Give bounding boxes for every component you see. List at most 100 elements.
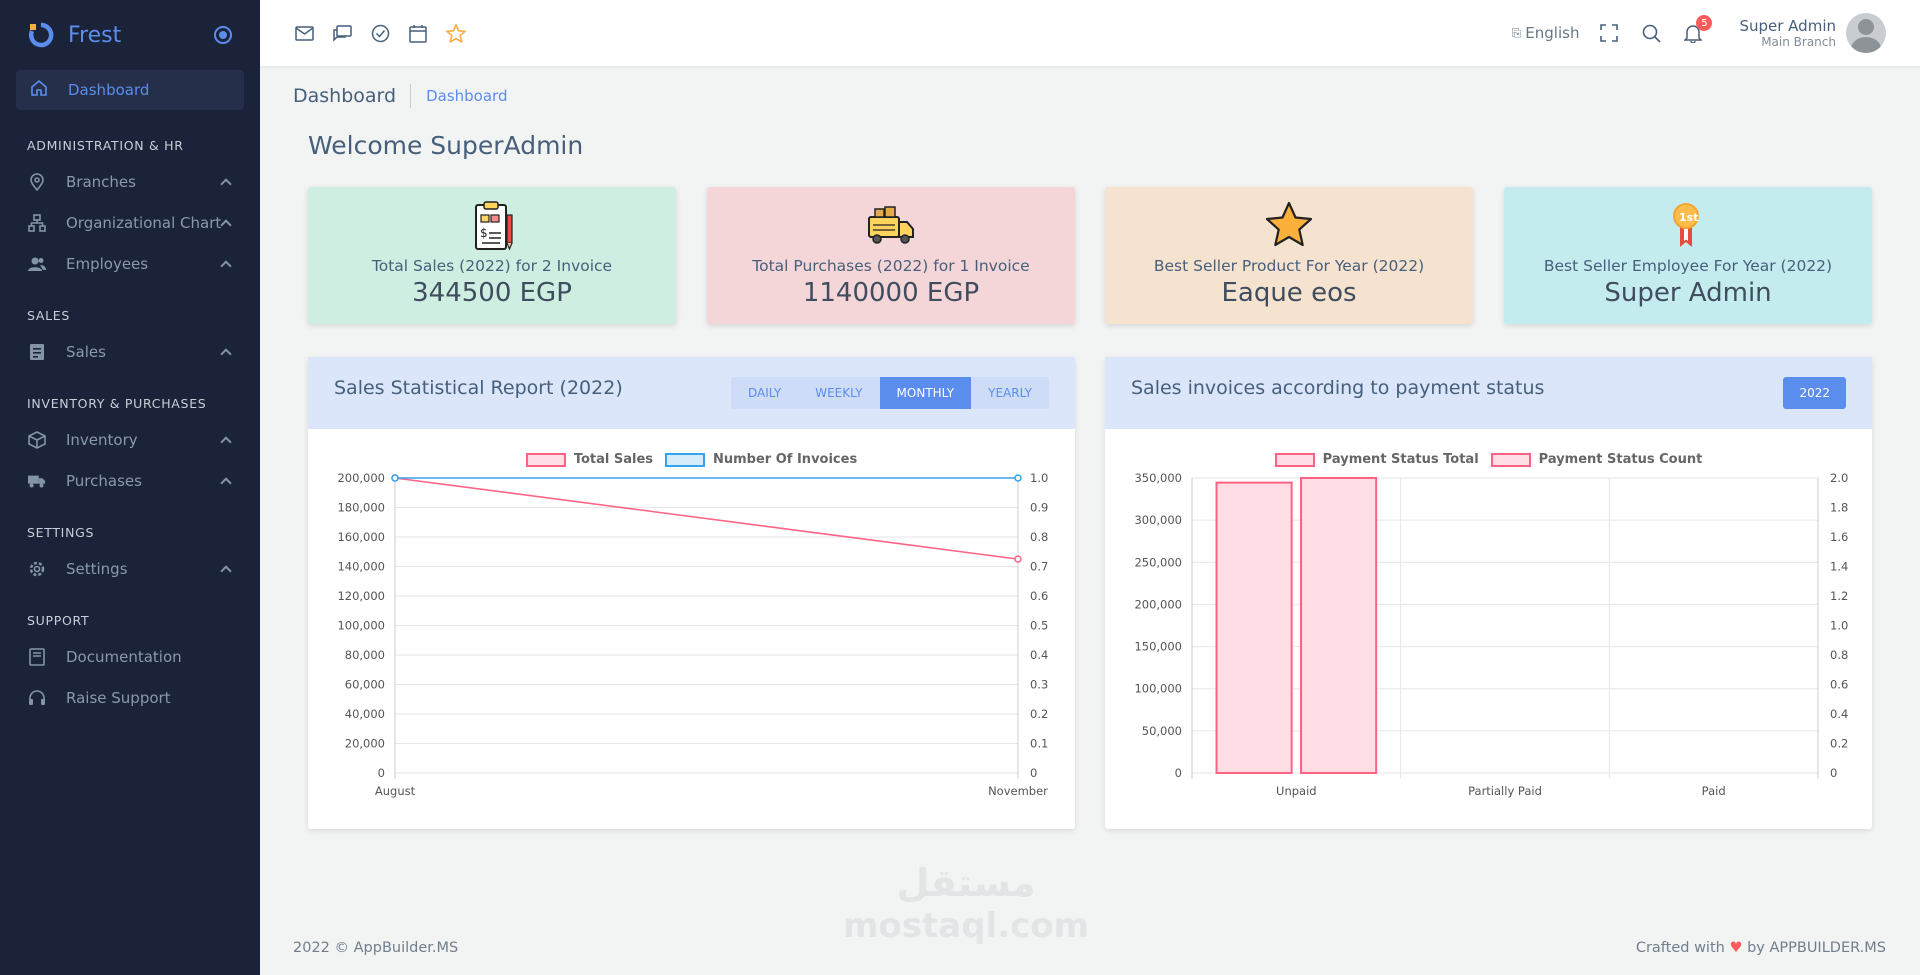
star-badge-icon (1263, 201, 1315, 251)
x-tick-label: Unpaid (1276, 784, 1317, 798)
tab-daily[interactable]: DAILY (731, 377, 799, 409)
bar (1215, 481, 1293, 774)
watermark-arabic: مستقل (896, 861, 1036, 905)
y2-tick-label: 0.2 (1030, 707, 1048, 721)
sidebar-item-purchases[interactable]: Purchases (0, 460, 260, 501)
sidebar-item-branches[interactable]: Branches (0, 161, 260, 202)
y2-tick-label: 0.3 (1030, 678, 1048, 692)
user-branch: Main Branch (1761, 35, 1836, 49)
headset-icon (28, 689, 46, 707)
avatar[interactable] (1846, 13, 1886, 53)
y-tick-label: 60,000 (345, 678, 385, 692)
legend-item[interactable]: Payment Status Total (1274, 452, 1479, 467)
fullscreen-icon[interactable] (1599, 23, 1619, 43)
chevron-up-icon (220, 435, 232, 448)
welcome-heading: Welcome SuperAdmin (308, 131, 584, 160)
language-label: English (1525, 24, 1580, 42)
sidebar-item-documentation[interactable]: Documentation (0, 636, 260, 677)
y-tick-label: 200,000 (337, 471, 385, 485)
tab-monthly[interactable]: MONTHLY (879, 377, 972, 409)
footer-credits: Crafted with ♥ by APPBUILDER.MS (1636, 940, 1886, 956)
user-menu[interactable]: Super Admin Main Branch (1739, 13, 1886, 53)
payment-status-bar-chart: 350,000 300,000 250,000 200,000 150,000 100,0… (1134, 471, 1848, 798)
sidebar-item-label: Branches (66, 172, 136, 191)
y-tick-label: 300,000 (1134, 513, 1182, 527)
y-tick-label: 100,000 (1134, 682, 1182, 696)
brand-name: Frest (68, 22, 122, 48)
sidebar-item-label: Sales (66, 342, 106, 361)
footer-company-link[interactable]: APPBUILDER.MS (1769, 940, 1886, 956)
page-title: Dashboard (293, 84, 412, 108)
chat-icon[interactable] (332, 23, 352, 43)
sidebar-item-label: Documentation (66, 647, 182, 666)
delivery-truck-icon (865, 201, 917, 251)
tab-yearly[interactable]: YEARLY (971, 377, 1049, 409)
topbar: ⎘ English 5 Super Admin Main Branch (260, 0, 1920, 66)
search-icon[interactable] (1641, 23, 1661, 43)
brand[interactable]: Frest (0, 0, 260, 70)
home-icon (30, 79, 48, 101)
bar (1300, 477, 1378, 774)
sidebar-item-dashboard[interactable]: Dashboard (16, 70, 244, 110)
data-point (1014, 474, 1022, 482)
mail-icon[interactable] (294, 23, 314, 43)
y-tick-label: 120,000 (337, 589, 385, 603)
legend-item[interactable]: Payment Status Count (1490, 452, 1702, 467)
chevron-up-icon (220, 259, 232, 272)
y-tick-label: 40,000 (345, 707, 385, 721)
sidebar-item-employees[interactable]: Employees (0, 243, 260, 284)
chevron-up-icon (220, 476, 232, 489)
sidebar-item-settings[interactable]: Settings (0, 548, 260, 589)
check-circle-icon[interactable] (370, 23, 390, 43)
x-tick-label: August (375, 784, 416, 798)
language-selector[interactable]: ⎘ English (1512, 24, 1580, 42)
truck-icon (28, 472, 46, 490)
sidebar-item-label: Dashboard (68, 81, 150, 99)
sidebar-item-organizational-chart[interactable]: Organizational Chart (0, 202, 260, 243)
x-tick-label: November (988, 784, 1048, 798)
chevron-up-icon (220, 177, 232, 190)
legend-item[interactable]: Total Sales (525, 452, 653, 467)
data-point (391, 474, 399, 482)
bell-icon[interactable]: 5 (1683, 15, 1713, 43)
watermark: مستقل mostaql.com (843, 860, 1089, 946)
y2-tick-label: 0.7 (1030, 560, 1048, 574)
sidebar-section-title: SUPPORT (27, 613, 90, 628)
y2-tick-label: 1.4 (1830, 560, 1848, 574)
box-icon (28, 430, 46, 449)
legend-item[interactable]: Number Of Invoices (665, 452, 857, 467)
stat-label: Total Sales (2022) for 2 Invoice (371, 257, 613, 275)
y-tick-label: 160,000 (337, 530, 385, 544)
user-name: Super Admin (1739, 17, 1836, 35)
breadcrumb-link[interactable]: Dashboard (426, 87, 508, 105)
year-button[interactable]: 2022 (1783, 377, 1846, 409)
chart-legend: Total Sales Number Of Invoices (308, 452, 1075, 467)
footer-crafted: Crafted with (1635, 940, 1725, 956)
x-tick-label: Paid (1702, 784, 1726, 798)
y-tick-label: 20,000 (345, 737, 385, 751)
y2-tick-label: 1.6 (1830, 530, 1848, 544)
stat-card-total-purchases: Total Purchases (2022) for 1 Invoice 114… (707, 187, 1075, 324)
tab-weekly[interactable]: WEEKLY (798, 377, 880, 409)
sidebar-section-title: SETTINGS (27, 525, 95, 540)
sidebar-item-inventory[interactable]: Inventory (0, 419, 260, 460)
sidebar-item-raise-support[interactable]: Raise Support (0, 677, 260, 718)
legend-swatch (1274, 452, 1315, 467)
map-pin-icon (28, 172, 46, 191)
chevron-up-icon (220, 347, 232, 360)
star-icon[interactable] (446, 23, 466, 43)
stat-value: 1140000 EGP (802, 278, 980, 308)
sidebar-section-title: ADMINISTRATION & HR (27, 138, 184, 153)
legend-label: Payment Status Total (1322, 452, 1479, 467)
legend-label: Number Of Invoices (713, 452, 858, 467)
sidebar-item-label: Employees (66, 254, 149, 273)
sidebar-toggle-icon[interactable] (214, 26, 232, 44)
stat-card-best-employee: 1st Best Seller Employee For Year (2022)… (1504, 187, 1872, 324)
sidebar-section-title: SALES (27, 308, 71, 323)
calendar-icon[interactable] (408, 23, 428, 43)
sidebar-item-sales[interactable]: Sales (0, 331, 260, 372)
y-tick-label: 80,000 (345, 648, 385, 662)
card-title: Sales invoices according to payment stat… (1131, 377, 1545, 399)
brand-logo-icon (28, 22, 54, 48)
chart-legend: Payment Status Total Payment Status Coun… (1105, 452, 1872, 467)
